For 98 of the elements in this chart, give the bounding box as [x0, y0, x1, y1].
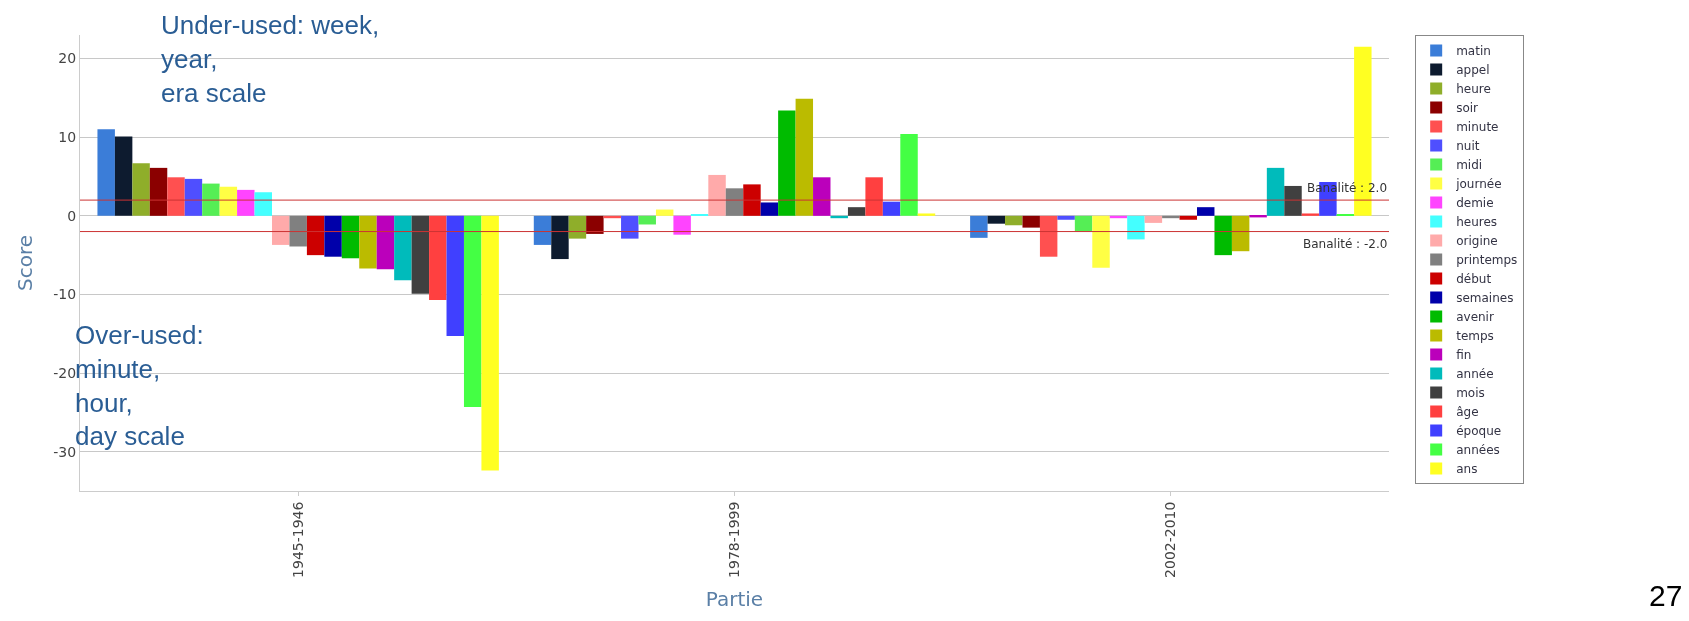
legend-label: matin: [1456, 44, 1491, 59]
legend-label: fin: [1456, 348, 1472, 363]
bar: [114, 136, 133, 216]
x-axis-title: Partie: [705, 587, 764, 612]
bar: [1057, 215, 1075, 220]
bar: [97, 129, 115, 216]
bar: [743, 184, 761, 216]
bar: [778, 110, 796, 216]
y-tick-label: -30: [53, 443, 77, 460]
legend-label: soir: [1456, 101, 1479, 116]
bar: [551, 215, 569, 260]
bar: [917, 213, 936, 216]
legend-label: minute: [1456, 120, 1499, 135]
bar: [411, 215, 430, 294]
legend-label: origine: [1456, 234, 1498, 249]
bar: [202, 183, 220, 216]
legend-label: époque: [1456, 424, 1502, 439]
bar: [306, 215, 325, 256]
bar: [1092, 215, 1110, 268]
bar: [1144, 215, 1163, 223]
y-tick-label: 0: [67, 207, 77, 224]
bar: [1005, 215, 1023, 226]
bar: [376, 215, 395, 270]
bar: [1266, 167, 1285, 216]
ref-line-label: Banalité : -2.0: [1303, 237, 1388, 251]
bar: [568, 215, 587, 239]
legend-label: printemps: [1456, 253, 1518, 268]
bar: [847, 207, 866, 216]
bar: [1197, 207, 1215, 216]
bar: [638, 215, 656, 225]
annotation: Under-used: week, year, era scale: [161, 10, 380, 108]
bar: [394, 215, 412, 281]
legend-label: heure: [1456, 82, 1491, 97]
bar: [271, 215, 290, 245]
legend-label: années: [1456, 443, 1500, 458]
legend-label: demie: [1456, 196, 1494, 211]
bar: [533, 215, 552, 245]
bar: [1179, 215, 1198, 220]
x-tick-label: 2002-2010: [1162, 501, 1179, 578]
legend-label: midi: [1456, 158, 1483, 173]
bar: [970, 215, 988, 238]
y-tick-label: 20: [58, 50, 77, 67]
legend-label: âge: [1456, 405, 1479, 420]
bar: [1284, 185, 1302, 216]
bar: [900, 134, 918, 216]
legend-label: avenir: [1456, 310, 1494, 325]
bar: [813, 177, 831, 216]
bar: [1214, 215, 1232, 256]
bar: [219, 186, 238, 216]
legend-label: début: [1456, 272, 1492, 287]
bar: [149, 167, 168, 216]
x-tick-label: 1945-1946: [289, 501, 306, 578]
bar: [621, 215, 639, 239]
bar: [1301, 213, 1320, 216]
y-tick-label: -10: [53, 286, 77, 303]
bar: [1231, 215, 1250, 252]
bar: [481, 215, 499, 471]
legend-label: nuit: [1456, 139, 1480, 154]
bar: [429, 215, 447, 300]
bar: [463, 215, 482, 407]
bar: [324, 215, 342, 257]
bar: [1074, 215, 1093, 232]
bar: [289, 215, 307, 247]
legend-label: temps: [1456, 329, 1494, 344]
x-tick-label: 1978-1999: [726, 501, 743, 578]
bar: [237, 189, 255, 216]
legend-label: journée: [1455, 177, 1502, 192]
legend-label: année: [1456, 367, 1494, 382]
legend-label: semaines: [1456, 291, 1514, 306]
bar: [1039, 215, 1058, 257]
bar: [760, 202, 779, 216]
bar: [708, 174, 726, 216]
y-tick-label: -20: [53, 364, 77, 381]
text: 27: [1649, 579, 1683, 612]
annotation: Over-used: minute, hour, day scale: [75, 320, 204, 452]
bar: [795, 98, 814, 216]
bar: [341, 215, 360, 259]
bar: [359, 215, 377, 269]
y-axis-title: Score: [12, 234, 37, 292]
bar: [446, 215, 464, 337]
legend-label: appel: [1456, 63, 1490, 78]
bar: [586, 215, 604, 234]
bar: [655, 209, 674, 216]
bar: [882, 201, 901, 216]
bar: [1127, 215, 1145, 240]
bar: [184, 178, 203, 216]
bar: [673, 215, 691, 235]
bar: [254, 192, 272, 216]
legend-label: ans: [1456, 462, 1478, 477]
legend-label: heures: [1456, 215, 1498, 230]
bar: [865, 177, 883, 216]
legend-label: mois: [1456, 386, 1485, 401]
bar: [1022, 215, 1040, 228]
y-tick-label: 10: [58, 129, 77, 146]
bar: [725, 188, 744, 216]
bar: [132, 163, 150, 216]
bar: [167, 177, 185, 216]
bar: [987, 215, 1006, 224]
